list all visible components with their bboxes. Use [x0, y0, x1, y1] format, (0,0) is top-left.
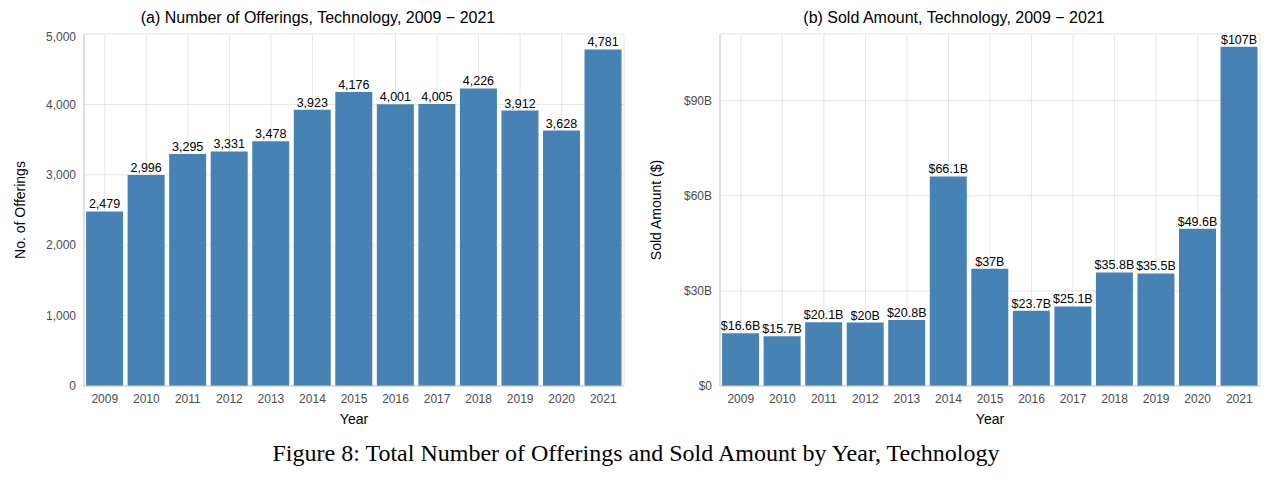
svg-text:2021: 2021 [590, 392, 617, 406]
svg-text:2009: 2009 [727, 392, 754, 406]
svg-text:3,478: 3,478 [255, 127, 286, 141]
svg-text:2018: 2018 [1101, 392, 1128, 406]
svg-text:$25.1B: $25.1B [1053, 292, 1093, 306]
html-text:(b) Sold Amount, Technology, 2: (b) Sold Amount, Technology, 2009 − 2021 [803, 9, 1105, 26]
svg-text:Sold Amount ($): Sold Amount ($) [648, 160, 664, 260]
svg-text:2,479: 2,479 [89, 197, 120, 211]
svg-text:2017: 2017 [424, 392, 451, 406]
svg-text:2009: 2009 [91, 392, 118, 406]
svg-text:1,000: 1,000 [46, 309, 76, 323]
svg-text:2012: 2012 [852, 392, 879, 406]
svg-text:$66.1B: $66.1B [928, 162, 968, 176]
svg-text:$49.6B: $49.6B [1178, 215, 1218, 229]
svg-text:$20.1B: $20.1B [804, 308, 844, 322]
svg-text:$23.7B: $23.7B [1012, 297, 1052, 311]
svg-text:2010: 2010 [769, 392, 796, 406]
svg-text:4,005: 4,005 [421, 90, 452, 104]
svg-text:4,001: 4,001 [380, 90, 411, 104]
svg-text:$0: $0 [699, 379, 713, 393]
svg-text:$35.5B: $35.5B [1136, 259, 1176, 273]
svg-text:$35.8B: $35.8B [1095, 258, 1135, 272]
svg-text:2,000: 2,000 [46, 238, 76, 252]
svg-text:2013: 2013 [894, 392, 921, 406]
svg-text:2017: 2017 [1060, 392, 1087, 406]
svg-text:3,628: 3,628 [546, 117, 577, 131]
svg-text:2018: 2018 [465, 392, 492, 406]
svg-text:2020: 2020 [1184, 392, 1211, 406]
svg-text:2010: 2010 [133, 392, 160, 406]
svg-text:2012: 2012 [216, 392, 243, 406]
svg-text:0: 0 [69, 379, 76, 393]
svg-text:2019: 2019 [1143, 392, 1170, 406]
svg-text:4,176: 4,176 [338, 78, 369, 92]
svg-text:4,781: 4,781 [587, 35, 618, 49]
svg-text:3,295: 3,295 [172, 140, 203, 154]
svg-text:2011: 2011 [175, 392, 201, 406]
svg-text:2014: 2014 [935, 392, 962, 406]
svg-text:$107B: $107B [1221, 33, 1257, 47]
svg-text:Year: Year [340, 411, 369, 427]
svg-text:$37B: $37B [975, 255, 1004, 269]
svg-text:4,000: 4,000 [46, 98, 76, 112]
svg-text:No. of Offerings: No. of Offerings [12, 161, 28, 259]
svg-text:2,996: 2,996 [130, 161, 161, 175]
svg-text:$16.6B: $16.6B [721, 319, 761, 333]
svg-text:2013: 2013 [258, 392, 285, 406]
svg-text:3,000: 3,000 [46, 168, 76, 182]
svg-text:5,000: 5,000 [46, 30, 76, 44]
svg-text:3,331: 3,331 [214, 137, 245, 151]
svg-text:$60B: $60B [684, 189, 712, 203]
svg-text:$20B: $20B [851, 309, 880, 323]
svg-text:2016: 2016 [382, 392, 409, 406]
html-text:Figure 8: Total Number of Offe: Figure 8: Total Number of Offerings and … [272, 440, 1000, 466]
svg-text:$90B: $90B [684, 94, 712, 108]
svg-text:2019: 2019 [507, 392, 534, 406]
svg-text:$30B: $30B [684, 284, 712, 298]
svg-text:2015: 2015 [977, 392, 1004, 406]
svg-text:2020: 2020 [548, 392, 575, 406]
svg-text:$20.8B: $20.8B [887, 306, 927, 320]
svg-text:4,226: 4,226 [463, 74, 494, 88]
svg-text:3,912: 3,912 [504, 97, 535, 111]
svg-text:2015: 2015 [341, 392, 368, 406]
svg-text:2011: 2011 [811, 392, 837, 406]
svg-text:$15.7B: $15.7B [762, 322, 802, 336]
svg-text:2021: 2021 [1226, 392, 1253, 406]
html-text:(a) Number of Offerings, Techn: (a) Number of Offerings, Technology, 200… [140, 9, 496, 26]
svg-text:Year: Year [976, 411, 1005, 427]
svg-text:2014: 2014 [299, 392, 326, 406]
svg-text:3,923: 3,923 [297, 96, 328, 110]
svg-text:2016: 2016 [1018, 392, 1045, 406]
